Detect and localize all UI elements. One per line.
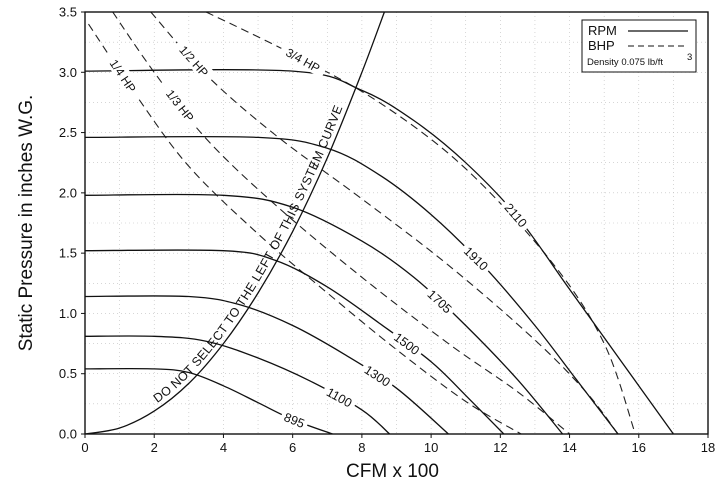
rpm-curve-2110 — [85, 69, 674, 434]
rpm-label-1500-bg — [388, 326, 426, 360]
y-tick-label: 1.0 — [59, 306, 77, 321]
rpm-label-895-group: 895 — [278, 407, 311, 432]
rpm-curve-1100 — [85, 335, 391, 434]
rpm-label-2110-bg — [499, 196, 534, 233]
bhp-label-3-4-hp-group: 3/4 HP — [278, 41, 329, 79]
legend-rpm-label: RPM — [588, 23, 617, 38]
x-tick-label: 16 — [632, 440, 646, 455]
x-tick-label: 12 — [493, 440, 507, 455]
rpm-curve-1300 — [85, 295, 449, 434]
bhp-label-1-2-hp: 1/2 HP — [176, 43, 211, 80]
legend-bhp-label: BHP — [588, 38, 615, 53]
bhp-curve-1-3-hp — [112, 12, 570, 434]
bhp-label-1-3-hp-bg — [159, 81, 202, 130]
bhp-label-1-2-hp-group: 1/2 HP — [172, 37, 217, 85]
bhp-curve-3-4-hp — [205, 12, 636, 434]
x-tick-label: 0 — [81, 440, 88, 455]
x-tick-label: 6 — [289, 440, 296, 455]
bhp-label-1-4-hp-bg — [103, 50, 144, 101]
rpm-label-1500-group: 1500 — [388, 326, 426, 360]
bhp-label-1-4-hp: 1/4 HP — [107, 57, 139, 95]
x-tick-label: 2 — [151, 440, 158, 455]
x-tick-label: 14 — [562, 440, 576, 455]
x-tick-label: 10 — [424, 440, 438, 455]
rpm-curve-1500 — [85, 249, 505, 434]
system-curve-label-path: DO NOT SELECT TO THE LEFT OF THIS SYSTEM… — [151, 103, 345, 405]
legend-density-label: Density 0.075 lb/ft — [587, 57, 663, 68]
system-curve — [85, 12, 386, 434]
x-axis-title: CFM x 100 — [346, 461, 439, 482]
rpm-label-895-bg — [278, 407, 311, 432]
y-tick-label: 3.0 — [59, 65, 77, 80]
x-tick-label: 8 — [358, 440, 365, 455]
rpm-label-1300-bg — [359, 359, 397, 392]
bhp-label-1-4-hp-group: 1/4 HP — [103, 50, 144, 101]
y-tick-label: 0.0 — [59, 427, 77, 442]
bhp-label-1-3-hp-group: 1/3 HP — [159, 81, 202, 130]
y-tick-label: 2.0 — [59, 185, 77, 200]
y-tick-label: 0.5 — [59, 366, 77, 381]
axes: 0 2 4 6 8 10 12 14 16 18 0.0 0.5 1.0 1.5 2.0 2.5 3.0 3.5 C… — [16, 5, 715, 483]
rpm-label-1100-bg — [320, 381, 359, 412]
x-tick-label: 4 — [220, 440, 227, 455]
y-axis-title: Static Pressure in inches W.G. — [16, 95, 37, 352]
rpm-curve-1910 — [85, 135, 619, 434]
bhp-curve-1-2-hp — [150, 12, 619, 434]
bhp-label-3-4-hp-bg — [278, 41, 329, 79]
rpm-label-1100-group: 1100 — [320, 381, 359, 412]
y-tick-label: 3.5 — [59, 5, 77, 20]
bhp-label-1-2-hp-bg — [172, 37, 217, 85]
y-tick-label: 2.5 — [59, 125, 77, 140]
series-layer — [85, 12, 674, 434]
x-tick-label: 18 — [701, 440, 715, 455]
system-curve-label: DO NOT SELECT TO THE LEFT OF THIS SYSTEM… — [151, 103, 346, 405]
legend-density-exponent: 3 — [687, 52, 692, 63]
rpm-curve-1705 — [85, 193, 564, 434]
rpm-label-1910-bg — [458, 240, 495, 276]
rpm-label-1300-group: 1300 — [359, 359, 397, 392]
plot-frame — [84, 11, 709, 435]
bhp-curve-1-4-hp — [88, 23, 522, 434]
y-tick-label: 1.5 — [59, 246, 77, 261]
rpm-label-1705-bg — [422, 283, 458, 319]
